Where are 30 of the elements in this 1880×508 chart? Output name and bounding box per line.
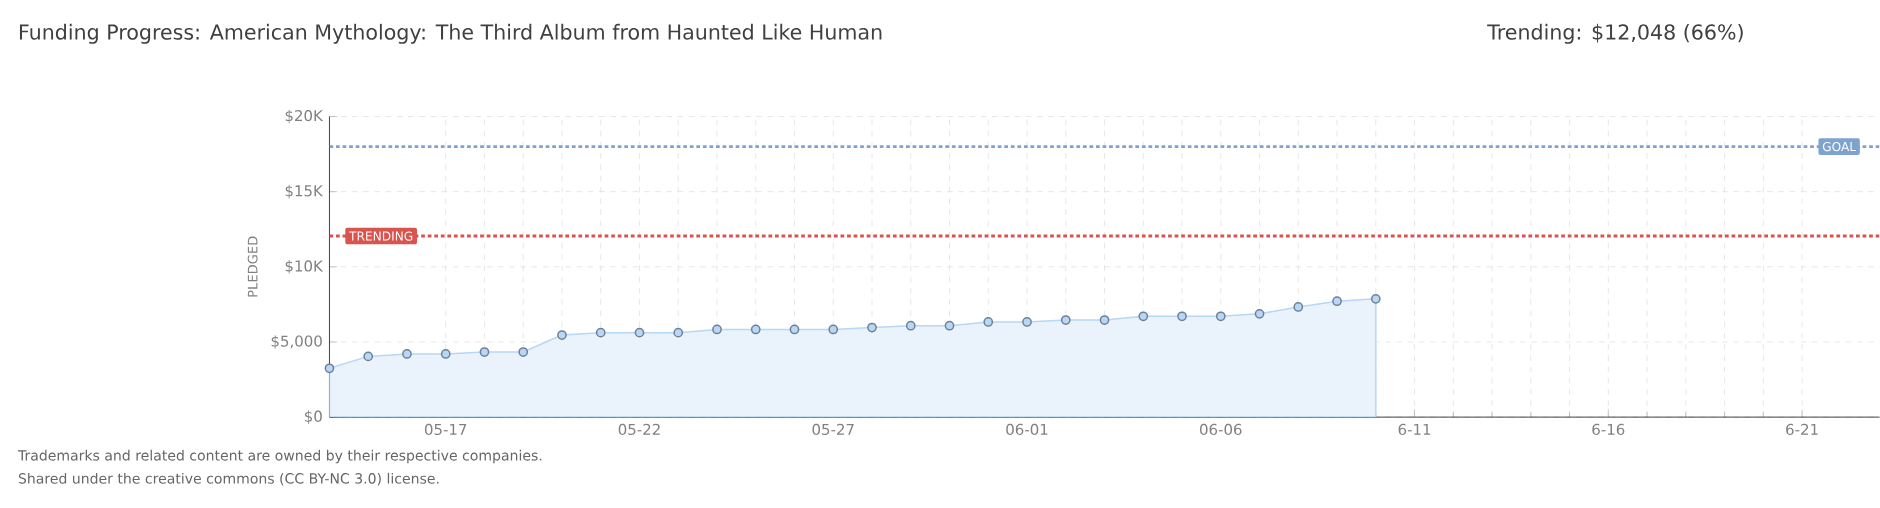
point bbox=[363, 351, 374, 362]
point bbox=[324, 363, 335, 374]
point bbox=[518, 347, 529, 358]
point bbox=[595, 328, 606, 338]
point bbox=[750, 324, 761, 335]
point bbox=[479, 347, 490, 358]
point bbox=[1138, 311, 1149, 322]
point bbox=[634, 328, 645, 338]
point bbox=[1370, 294, 1381, 305]
point bbox=[828, 324, 839, 335]
point bbox=[673, 328, 684, 338]
point bbox=[1177, 311, 1187, 322]
point bbox=[440, 349, 451, 360]
point bbox=[1215, 311, 1226, 322]
point bbox=[712, 324, 722, 335]
point bbox=[1254, 309, 1265, 320]
chart-title: Funding Progress: American Mythology: The Third Album from Haunted Like Human bbox=[19, 24, 882, 45]
point bbox=[1022, 317, 1032, 328]
point bbox=[905, 321, 916, 331]
point bbox=[867, 323, 877, 333]
point bbox=[944, 321, 955, 331]
chart-subtitle: Trending: $12,048 (66%) bbox=[1487, 24, 1743, 45]
point bbox=[557, 330, 567, 341]
point bbox=[1293, 302, 1304, 313]
point bbox=[1060, 315, 1071, 326]
point bbox=[1332, 296, 1342, 307]
point bbox=[789, 324, 800, 335]
point bbox=[983, 317, 994, 328]
point bbox=[1099, 315, 1110, 326]
point bbox=[402, 349, 412, 360]
